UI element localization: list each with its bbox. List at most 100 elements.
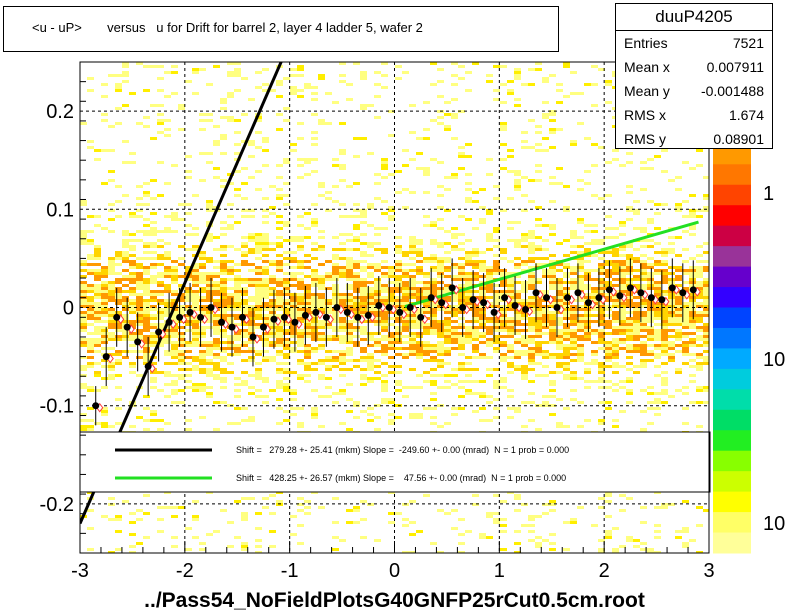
profile-marker xyxy=(511,302,519,310)
profile-marker xyxy=(605,286,613,294)
profile-marker-open xyxy=(609,286,618,297)
colorbar-bin xyxy=(713,348,751,370)
profile-marker-open xyxy=(672,285,680,295)
profile-marker xyxy=(113,313,121,321)
profile-marker xyxy=(270,315,278,323)
profile-marker xyxy=(668,284,676,292)
profile-marker xyxy=(574,289,582,297)
profile-marker xyxy=(134,338,142,346)
profile-marker xyxy=(553,304,561,311)
y-tick-label: -0.2 xyxy=(40,494,74,516)
stats-row-rms-y: RMS y 0.08901 xyxy=(624,131,764,147)
profile-marker xyxy=(176,313,184,321)
profile-marker xyxy=(595,294,603,302)
colorbar-bin xyxy=(713,491,751,513)
stats-row-mean-x: Mean x 0.007911 xyxy=(624,59,764,75)
colorbar-bin xyxy=(713,307,751,329)
profile-marker xyxy=(123,323,131,331)
profile-marker-open xyxy=(169,319,177,330)
colorbar-bin xyxy=(713,471,751,493)
colorbar-bin xyxy=(713,327,751,349)
profile-marker xyxy=(532,289,540,297)
profile-marker xyxy=(448,284,456,292)
profile-marker-open xyxy=(326,314,334,325)
chart-title-box: <u - uP> versus u for Drift for barrel 2… xyxy=(3,6,559,52)
profile-marker xyxy=(584,299,592,307)
profile-marker-open xyxy=(421,314,429,325)
profile-marker xyxy=(543,294,551,302)
colorbar-label: 10 xyxy=(763,513,785,535)
profile-marker xyxy=(155,328,163,336)
colorbar-label: 1 xyxy=(763,183,774,205)
stats-row-entries: Entries 7521 xyxy=(624,35,764,51)
profile-marker xyxy=(218,318,226,326)
y-tick-label: 0.1 xyxy=(46,199,74,221)
profile-marker-open xyxy=(515,302,523,313)
profile-marker xyxy=(343,308,351,316)
colorbar-bin xyxy=(713,246,751,268)
colorbar-bin xyxy=(713,512,751,534)
colorbar-bin xyxy=(713,409,751,431)
colorbar-bin xyxy=(713,184,751,206)
x-tick-label: -2 xyxy=(176,560,194,582)
colorbar-bin xyxy=(713,430,751,452)
profile-marker xyxy=(322,313,330,321)
colorbar-bin xyxy=(713,164,751,186)
profile-marker xyxy=(459,304,467,311)
profile-marker xyxy=(469,296,477,304)
fit-line-2 xyxy=(404,220,699,308)
profile-marker xyxy=(563,294,571,302)
profile-marker-open xyxy=(641,289,649,300)
profile-marker xyxy=(364,311,372,319)
profile-marker xyxy=(186,308,194,316)
profile-marker xyxy=(354,313,362,321)
stats-row-mean-y: Mean y -0.001488 xyxy=(624,83,764,99)
profile-marker xyxy=(490,308,498,316)
colorbar-bin xyxy=(713,368,751,390)
profile-marker xyxy=(92,402,100,410)
axes: -3 -2 -1 0 1 2 3 -0.2 -0.1 0 0.1 0.2 xyxy=(40,61,715,582)
profile-marker xyxy=(207,304,215,311)
colorbar: 1 10 10 xyxy=(713,62,785,554)
profile-marker-open xyxy=(546,294,555,305)
profile-marker xyxy=(658,296,666,304)
x-tick-label: 2 xyxy=(599,560,610,582)
profile-marker xyxy=(637,289,645,297)
profile-marker xyxy=(197,313,205,321)
profile-marker xyxy=(647,294,655,302)
colorbar-label: 10 xyxy=(763,349,785,371)
profile-marker xyxy=(616,292,624,300)
profile-marker xyxy=(406,304,414,311)
profile-marker xyxy=(427,294,435,302)
x-tick-label: 0 xyxy=(389,560,400,582)
profile-marker xyxy=(312,308,320,316)
profile-points xyxy=(92,258,701,426)
profile-marker-open xyxy=(578,289,586,300)
legend-label-2: Shift = 428.25 +- 26.57 (mkm) Slope = 47… xyxy=(236,473,566,483)
profile-marker-open xyxy=(106,353,114,364)
fit-legend: Shift = 279.28 +- 25.41 (mkm) Slope = -2… xyxy=(79,431,711,493)
profile-marker xyxy=(144,362,152,370)
colorbar-bin xyxy=(713,450,751,472)
profile-marker xyxy=(385,304,393,311)
profile-marker-open xyxy=(138,339,146,349)
profile-marker xyxy=(438,299,446,307)
profile-marker xyxy=(522,305,530,313)
profile-marker xyxy=(259,323,267,331)
chart-title: <u - uP> versus u for Drift for barrel 2… xyxy=(32,20,423,35)
profile-marker xyxy=(480,299,488,307)
x-tick-label: 1 xyxy=(494,560,505,582)
profile-marker-open xyxy=(232,324,240,334)
profile-marker xyxy=(396,308,404,316)
profile-marker xyxy=(165,318,173,326)
profile-marker-open xyxy=(483,299,492,310)
y-tick-label: 0 xyxy=(63,298,74,320)
x-tick-label: 3 xyxy=(703,560,714,582)
footer-filename: ../Pass54_NoFieldPlotsG40GNFP25rCut0.5cm… xyxy=(144,589,645,612)
profile-marker xyxy=(689,286,697,294)
profile-marker-open xyxy=(200,314,209,325)
profile-marker xyxy=(679,289,687,297)
colorbar-bin xyxy=(713,266,751,288)
profile-marker xyxy=(626,284,634,292)
